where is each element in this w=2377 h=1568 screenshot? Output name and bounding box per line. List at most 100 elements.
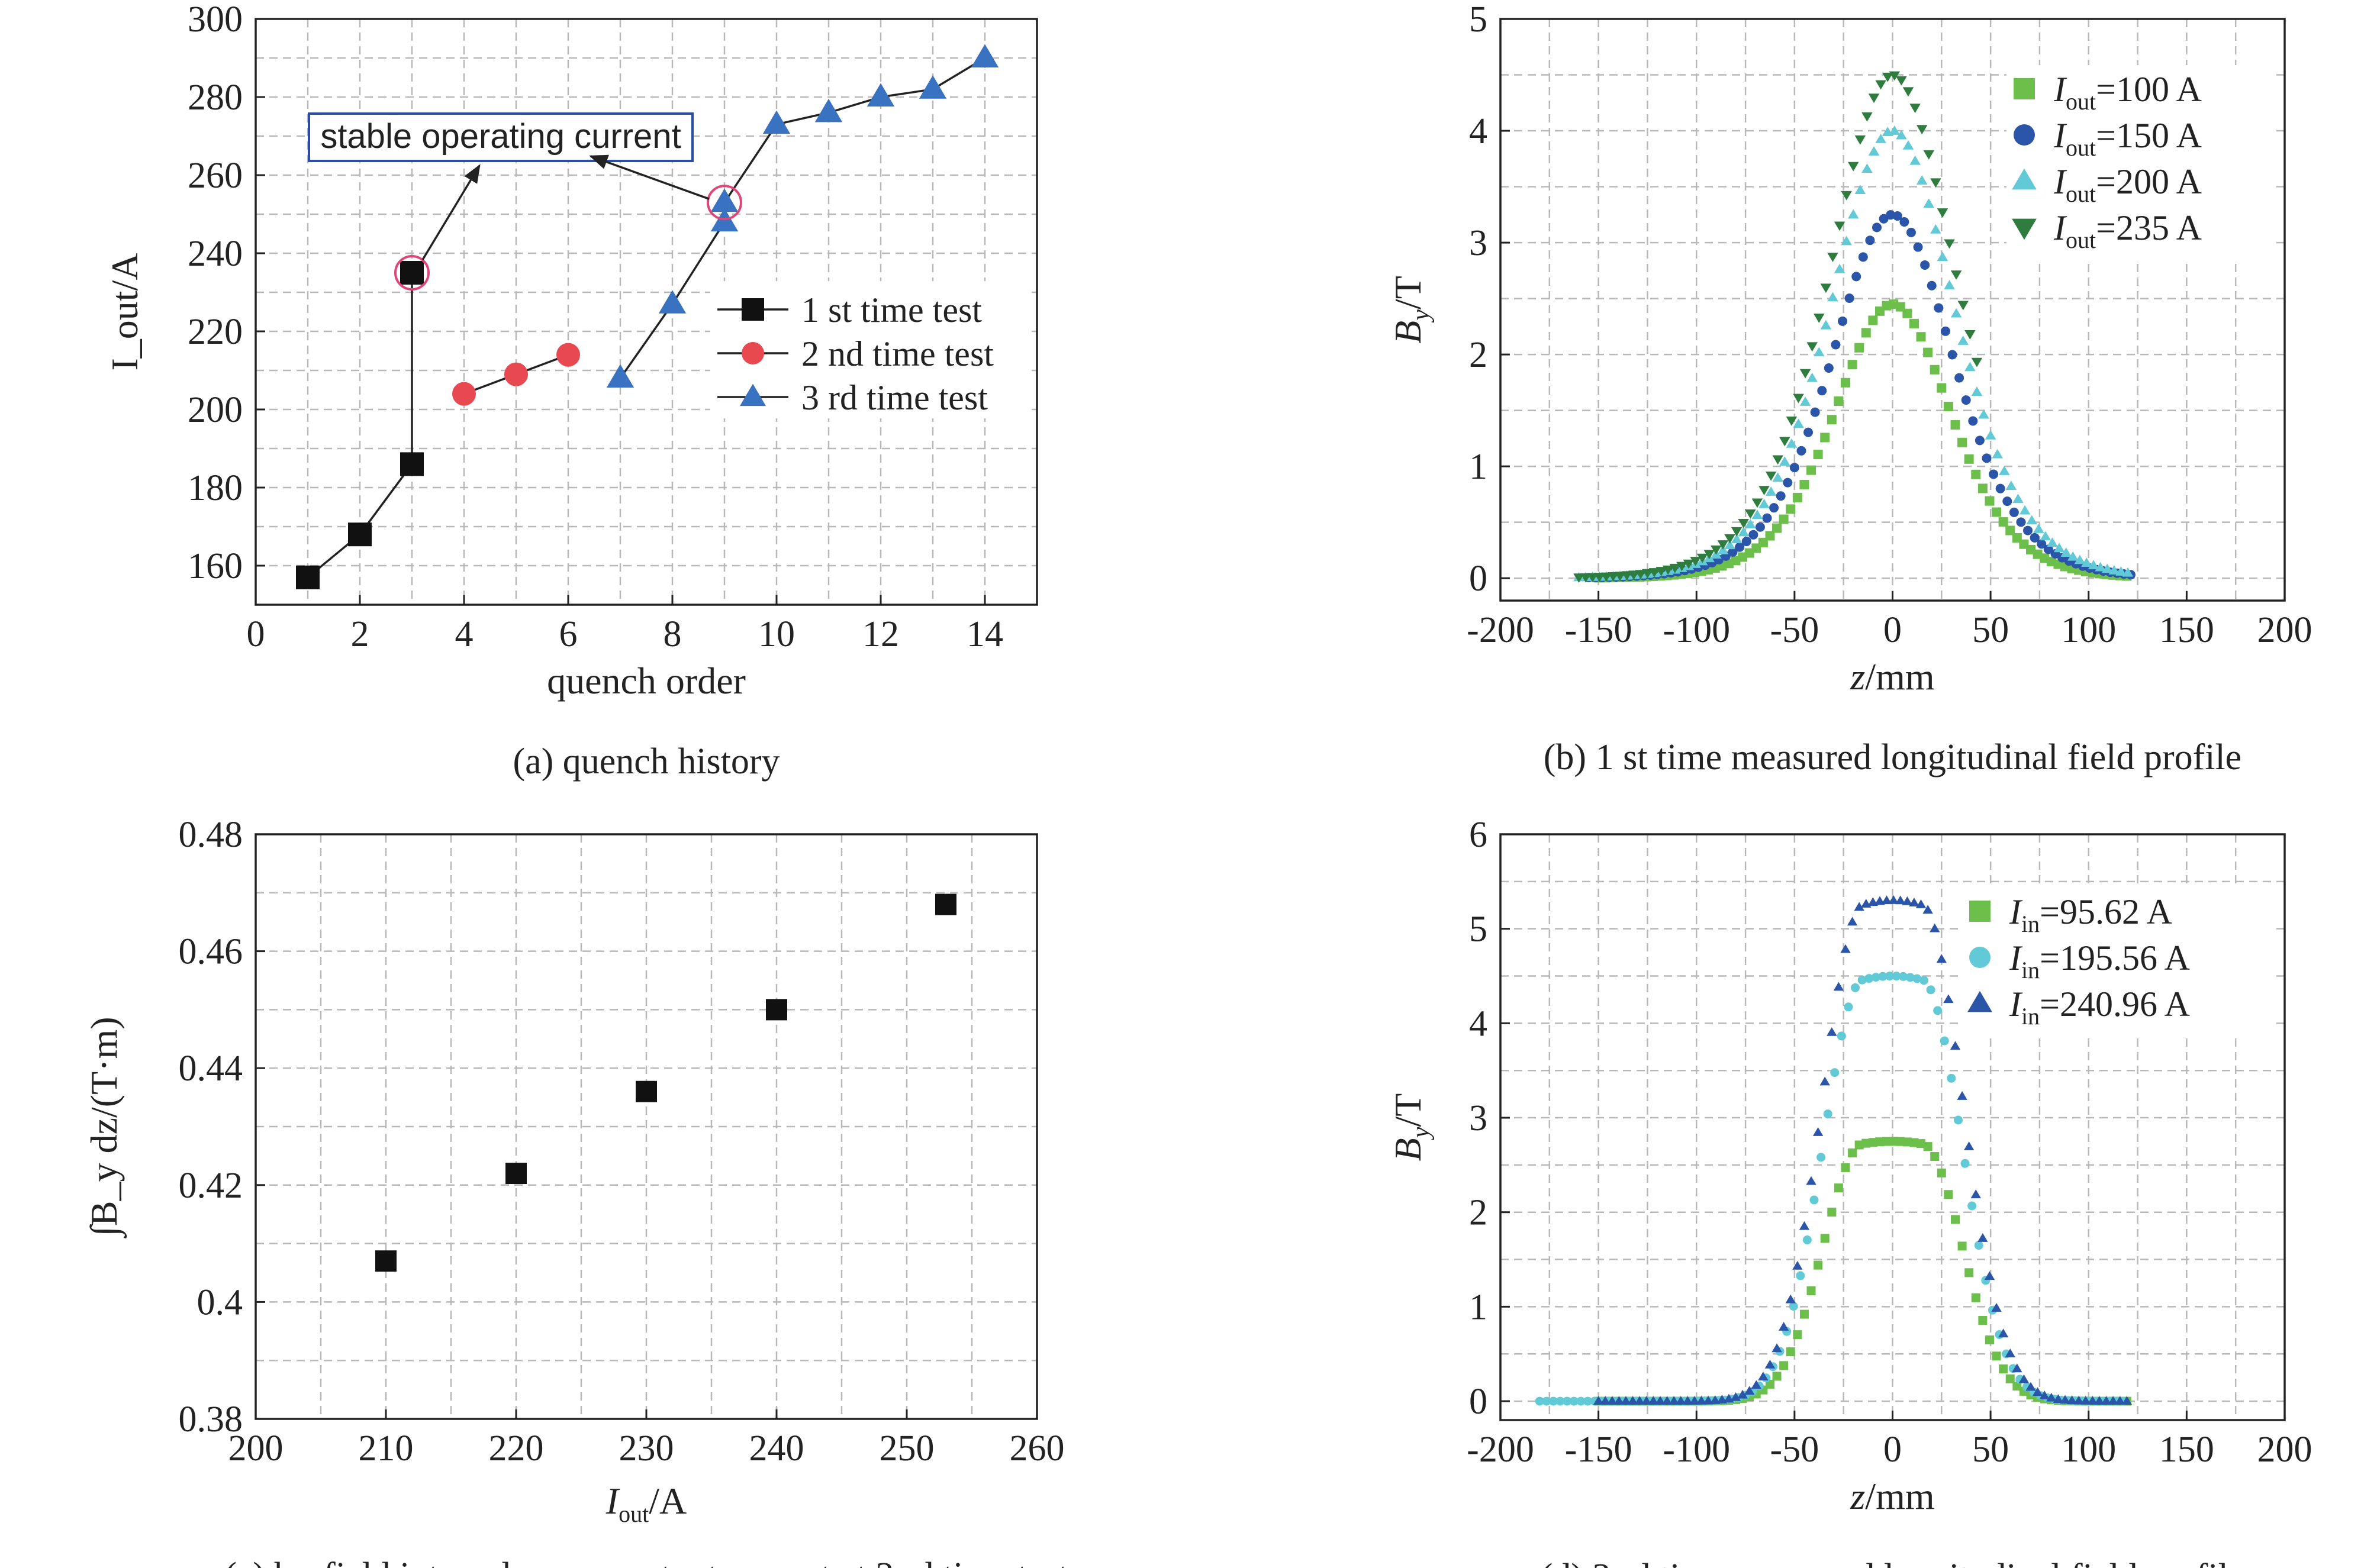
x-tick-label: 12 bbox=[862, 614, 899, 654]
x-tick-label: 200 bbox=[2257, 610, 2312, 650]
y-tick-label: 2 bbox=[1469, 335, 1487, 375]
data-point bbox=[1789, 463, 1799, 473]
data-point bbox=[1844, 293, 1854, 304]
data-point bbox=[1854, 135, 1866, 145]
data-point bbox=[2012, 493, 2024, 504]
data-point bbox=[1998, 1328, 2009, 1338]
x-axis-label-main: z bbox=[1850, 1475, 1865, 1517]
data-point bbox=[1934, 303, 1944, 313]
data-point bbox=[1851, 983, 1860, 992]
data-point bbox=[1593, 1396, 1604, 1405]
legend-label-rest: =150 A bbox=[2096, 116, 2202, 155]
data-point bbox=[1669, 1396, 1679, 1405]
data-point bbox=[1885, 972, 1895, 981]
data-point bbox=[2108, 1396, 2118, 1405]
data-point bbox=[1786, 504, 1796, 514]
data-point bbox=[1902, 1137, 1912, 1147]
data-point bbox=[1984, 1271, 1995, 1280]
data-point bbox=[1957, 335, 1969, 345]
x-axis-label: Iout/A bbox=[605, 1480, 687, 1527]
data-point bbox=[1792, 492, 1802, 502]
data-point bbox=[2032, 1387, 2043, 1396]
data-point bbox=[1916, 332, 1926, 342]
data-point bbox=[1899, 972, 1908, 981]
data-point bbox=[1765, 486, 1777, 496]
data-point bbox=[1999, 466, 2010, 475]
legend-label: Iin=95.62 A bbox=[2009, 892, 2172, 937]
x-tick-label: -200 bbox=[1467, 1430, 1534, 1470]
data-point bbox=[1819, 1076, 1830, 1086]
data-point bbox=[1950, 308, 1962, 318]
legend-label: Iout=100 A bbox=[2053, 70, 2202, 115]
data-point bbox=[1779, 1361, 1789, 1370]
annotation-text: stable operating current bbox=[320, 117, 681, 156]
data-point bbox=[1861, 1138, 1871, 1148]
y-axis-label-unit: /T bbox=[1387, 1093, 1429, 1127]
data-point bbox=[1786, 438, 1798, 448]
x-tick-label: 260 bbox=[1010, 1428, 1065, 1469]
data-point bbox=[1741, 537, 1751, 547]
data-point bbox=[1992, 507, 2002, 517]
data-point bbox=[1950, 420, 1960, 430]
x-tick-label: -50 bbox=[1770, 1430, 1819, 1470]
series-0 bbox=[1594, 1137, 2131, 1406]
y-axis-label: ∫B_y dz/(T·m) bbox=[83, 1017, 127, 1238]
data-point bbox=[1847, 209, 1859, 219]
data-point bbox=[2073, 1395, 2084, 1405]
data-point bbox=[400, 261, 424, 285]
y-tick-label: 0.42 bbox=[179, 1166, 243, 1206]
data-point bbox=[636, 1080, 657, 1102]
data-point bbox=[1978, 409, 1989, 419]
data-point bbox=[1764, 1359, 1776, 1369]
data-point bbox=[1755, 522, 1765, 532]
legend-label-rest: =100 A bbox=[2096, 70, 2202, 109]
data-point bbox=[1909, 898, 1919, 906]
data-point bbox=[1847, 162, 1859, 172]
x-tick-label: 210 bbox=[359, 1428, 414, 1469]
data-point bbox=[2005, 480, 2017, 491]
data-point bbox=[1865, 235, 1875, 246]
data-point bbox=[1655, 1396, 1666, 1405]
data-point bbox=[1827, 1027, 1837, 1036]
data-point bbox=[1963, 1141, 1975, 1150]
data-point bbox=[1635, 570, 1647, 580]
data-point bbox=[1944, 280, 1955, 289]
data-point bbox=[1738, 519, 1750, 528]
data-point bbox=[1555, 1396, 1565, 1406]
data-point bbox=[1594, 573, 1605, 582]
data-point bbox=[1917, 1139, 1926, 1148]
data-point bbox=[505, 1163, 527, 1185]
legend-marker bbox=[2014, 78, 2035, 99]
data-point bbox=[1748, 530, 1758, 540]
y-axis-label: By/T bbox=[1387, 1093, 1435, 1162]
data-point bbox=[1889, 71, 1901, 81]
data-point bbox=[1875, 80, 1886, 90]
y-axis-label-unit: /T bbox=[1387, 276, 1429, 309]
data-point bbox=[1899, 217, 1909, 227]
data-point bbox=[1563, 1396, 1572, 1406]
data-point bbox=[1871, 973, 1880, 982]
data-point bbox=[1902, 87, 1914, 97]
x-tick-label: 240 bbox=[749, 1428, 804, 1469]
data-point bbox=[1960, 1159, 1970, 1168]
data-point bbox=[1930, 1152, 1940, 1162]
data-point bbox=[1957, 437, 1967, 447]
x-tick-label: 10 bbox=[758, 614, 795, 654]
data-point bbox=[1799, 1221, 1810, 1230]
data-point bbox=[1892, 972, 1901, 981]
y-tick-label: 1 bbox=[1469, 447, 1487, 487]
data-point bbox=[1841, 191, 1852, 201]
data-point bbox=[1641, 1396, 1652, 1405]
data-point bbox=[1812, 1127, 1824, 1136]
data-point bbox=[658, 290, 687, 314]
legend-label: Iin=240.96 A bbox=[2009, 985, 2190, 1030]
data-point bbox=[2095, 562, 2106, 572]
data-point bbox=[2088, 560, 2099, 570]
y-axis-label: By/T bbox=[1387, 276, 1435, 344]
data-point bbox=[1971, 357, 1983, 367]
data-point bbox=[1785, 1294, 1796, 1304]
data-point bbox=[1751, 1380, 1761, 1389]
data-point bbox=[1978, 1316, 1988, 1325]
x-tick-label: 200 bbox=[228, 1428, 284, 1469]
data-point bbox=[1841, 1163, 1850, 1172]
